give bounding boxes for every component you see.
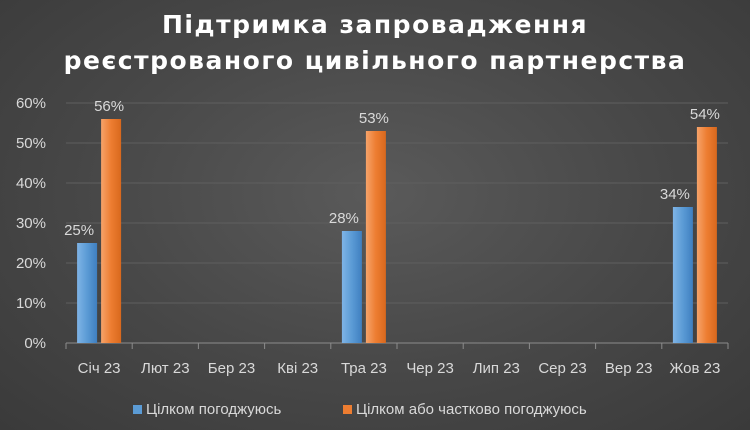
bar-series-1 — [77, 243, 98, 343]
x-tick-label: Сер 23 — [538, 360, 586, 377]
y-tick-label: 10% — [16, 295, 46, 312]
data-labels: 25% 28% 34% 56% 53% 54% — [64, 98, 720, 239]
bar-series-1 — [341, 231, 362, 343]
legend-swatch-full-or-partial-agree — [343, 405, 352, 414]
data-label-series-1: 25% — [64, 222, 94, 239]
gridlines — [66, 102, 728, 344]
x-tick-label: Лип 23 — [473, 360, 520, 377]
x-tick-label: Бер 23 — [208, 360, 255, 377]
y-tick-label: 30% — [16, 215, 46, 232]
y-tick-label: 50% — [16, 135, 46, 152]
data-label-series-2: 56% — [94, 98, 124, 115]
x-tick-label: Чер 23 — [406, 360, 454, 377]
x-tick-label: Жов 23 — [669, 360, 720, 377]
legend: Цілком погоджуюсь Цілком або частково по… — [133, 401, 587, 418]
bar-series-2 — [101, 119, 122, 343]
data-label-series-2: 53% — [359, 110, 389, 127]
bar-series-2 — [365, 131, 386, 343]
data-label-series-1: 28% — [329, 210, 359, 227]
data-label-series-1: 34% — [660, 186, 690, 203]
legend-swatch-full-agree — [133, 405, 142, 414]
bar-series-2 — [696, 127, 717, 343]
x-tick-label: Кві 23 — [277, 360, 318, 377]
bar-series-1 — [672, 207, 693, 343]
legend-label-full-agree: Цілком погоджуюсь — [146, 401, 282, 418]
y-axis-ticks: 0% 10% 20% 30% 40% 50% 60% — [16, 95, 46, 352]
chart-title-line-1: Підтримка запровадження — [162, 10, 588, 39]
x-axis-ticks: Січ 23 Лют 23 Бер 23 Кві 23 Тра 23 Чер 23 Лип … — [65, 343, 729, 377]
y-tick-label: 60% — [16, 95, 46, 112]
x-tick-label: Січ 23 — [78, 360, 121, 377]
y-tick-label: 20% — [16, 255, 46, 272]
x-tick-label: Лют 23 — [141, 360, 190, 377]
chart-title-line-2: реєстрованого цивільного партнерства — [64, 46, 687, 75]
y-tick-label: 0% — [24, 335, 46, 352]
x-tick-label: Вер 23 — [605, 360, 653, 377]
y-tick-label: 40% — [16, 175, 46, 192]
legend-label-full-or-partial-agree: Цілком або частково погоджуюсь — [356, 401, 587, 418]
bars — [77, 119, 717, 343]
x-tick-label: Тра 23 — [341, 360, 387, 377]
data-label-series-2: 54% — [690, 106, 720, 123]
